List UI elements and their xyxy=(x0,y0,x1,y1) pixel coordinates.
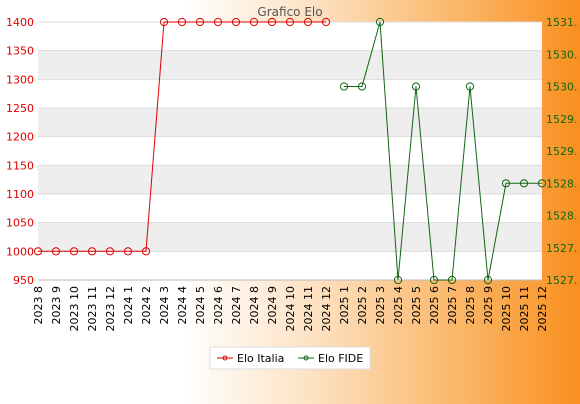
data-point xyxy=(213,17,223,27)
y-right-tick-label: 1530. xyxy=(546,48,578,61)
data-point xyxy=(447,275,457,285)
x-tick-label: 2025 1 xyxy=(338,286,351,325)
x-tick-label: 2025 10 xyxy=(500,286,513,332)
y-left-tick-label: 950 xyxy=(13,274,34,287)
legend-label-elo-italia: Elo Italia xyxy=(237,352,284,365)
data-point xyxy=(33,247,43,256)
x-tick-label: 2025 7 xyxy=(446,286,459,325)
data-point xyxy=(123,247,133,256)
y-left-tick-label: 1250 xyxy=(6,102,34,115)
x-tick-label: 2024 11 xyxy=(302,286,315,332)
data-point xyxy=(159,17,169,27)
x-tick-label: 2024 12 xyxy=(320,286,333,332)
data-point xyxy=(321,17,331,27)
y-left-tick-label: 1000 xyxy=(6,245,34,258)
data-point xyxy=(231,17,241,27)
data-point xyxy=(465,82,475,91)
y-left-tick-label: 1050 xyxy=(6,217,34,230)
series-line-0 xyxy=(38,21,326,252)
x-tick-label: 2025 11 xyxy=(518,286,531,332)
data-point xyxy=(411,82,421,91)
grid-band xyxy=(38,108,542,137)
y-right-tick-label: 1527. xyxy=(546,274,578,287)
x-tick-label: 2024 8 xyxy=(248,286,261,325)
data-point xyxy=(393,275,403,285)
x-tick-label: 2024 3 xyxy=(158,286,171,325)
x-tick-label: 2023 12 xyxy=(104,286,117,332)
chart-title: Grafico Elo xyxy=(257,5,322,19)
data-point xyxy=(105,247,115,256)
x-tick-label: 2025 9 xyxy=(482,286,495,325)
x-tick-label: 2024 7 xyxy=(230,286,243,325)
data-point xyxy=(249,17,259,27)
data-point xyxy=(87,247,97,256)
legend-box xyxy=(209,346,371,370)
x-tick-label: 2024 5 xyxy=(194,286,207,325)
x-tick-label: 2025 2 xyxy=(356,286,369,325)
x-tick-label: 2024 2 xyxy=(140,286,153,325)
x-tick-label: 2024 9 xyxy=(266,286,279,325)
data-point xyxy=(501,179,511,188)
y-left-tick-label: 1200 xyxy=(6,131,34,144)
legend: Elo Italia Elo FIDE xyxy=(209,346,371,370)
x-tick-label: 2024 6 xyxy=(212,286,225,325)
y-left-tick-label: 1150 xyxy=(6,159,34,172)
y-right-tick-label: 1529. xyxy=(546,145,578,158)
x-tick-label: 2025 12 xyxy=(536,286,549,332)
grid-band xyxy=(38,165,542,194)
data-point xyxy=(141,247,151,256)
legend-marker-elo-italia xyxy=(222,355,228,361)
grid-band xyxy=(38,50,542,80)
x-tick-label: 2023 8 xyxy=(32,286,45,325)
series-line-1 xyxy=(344,21,542,281)
legend-label-elo-fide: Elo FIDE xyxy=(318,352,363,365)
y-right-tick-label: 1530. xyxy=(546,81,578,94)
legend-marker-elo-fide xyxy=(303,355,309,361)
data-point xyxy=(195,17,205,27)
x-tick-label: 2025 3 xyxy=(374,286,387,325)
data-point xyxy=(267,17,277,27)
x-tick-label: 2025 4 xyxy=(392,286,405,325)
grid-band xyxy=(38,222,542,252)
y-right-tick-label: 1529. xyxy=(546,113,578,126)
x-tick-label: 2024 10 xyxy=(284,286,297,332)
x-tick-label: 2025 5 xyxy=(410,286,423,325)
data-point xyxy=(303,17,313,27)
y-left-tick-label: 1100 xyxy=(6,188,34,201)
x-tick-label: 2023 10 xyxy=(68,286,81,332)
y-left-tick-label: 1300 xyxy=(6,73,34,86)
x-tick-label: 2025 6 xyxy=(428,286,441,325)
data-point xyxy=(285,17,295,27)
data-point xyxy=(339,82,349,91)
data-point xyxy=(519,179,529,188)
x-tick-label: 2025 8 xyxy=(464,286,477,325)
y-right-tick-label: 1528. xyxy=(546,177,578,190)
data-point xyxy=(357,82,367,91)
y-right-tick-label: 1528. xyxy=(546,210,578,223)
data-point xyxy=(375,17,385,27)
data-point xyxy=(177,17,187,27)
data-point xyxy=(69,247,79,256)
y-right-tick-label: 1527. xyxy=(546,242,578,255)
y-left-tick-label: 1400 xyxy=(6,16,34,29)
data-point xyxy=(537,179,547,188)
x-tick-label: 2024 4 xyxy=(176,286,189,325)
data-point xyxy=(429,275,439,285)
x-tick-label: 2023 9 xyxy=(50,286,63,325)
x-tick-label: 2024 1 xyxy=(122,286,135,325)
y-left-tick-label: 1350 xyxy=(6,45,34,58)
data-point xyxy=(483,275,493,285)
y-right-tick-label: 1531. xyxy=(546,16,578,29)
data-point xyxy=(51,247,61,256)
x-tick-label: 2023 11 xyxy=(86,286,99,332)
